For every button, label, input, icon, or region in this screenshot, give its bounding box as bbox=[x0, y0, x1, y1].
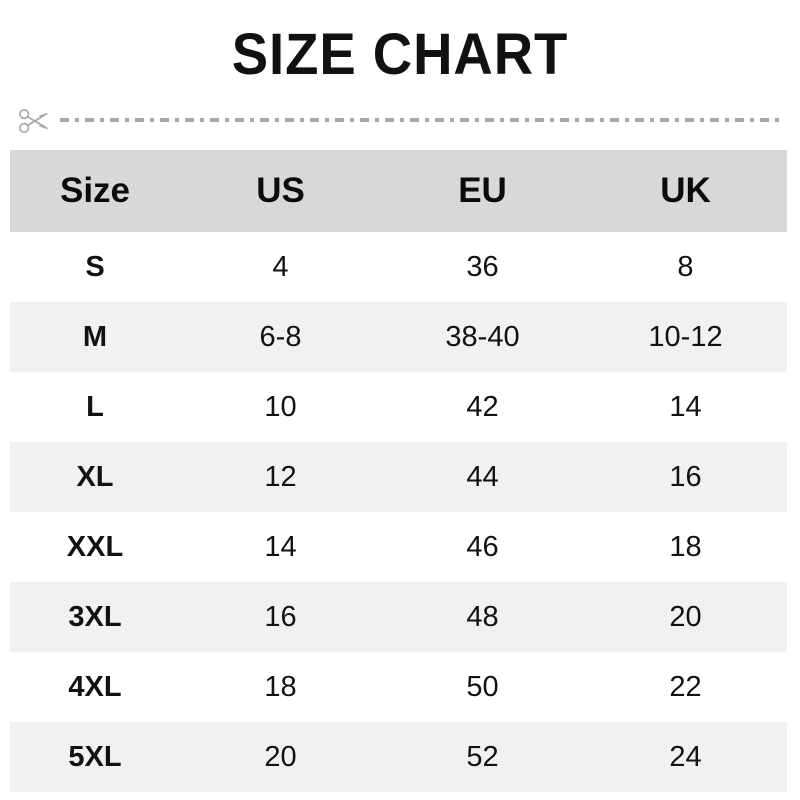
table-row: XXL 14 46 18 bbox=[10, 512, 787, 582]
table-header-row: Size US EU UK bbox=[10, 150, 787, 232]
cell-uk: 16 bbox=[669, 460, 702, 493]
column-header-size: Size bbox=[59, 171, 131, 210]
cell-size: XXL bbox=[66, 530, 124, 563]
table-row: 3XL 16 48 20 bbox=[10, 582, 787, 652]
table-row: S 4 36 8 bbox=[10, 232, 787, 302]
cell-size: S bbox=[85, 250, 105, 283]
cell-us: 10 bbox=[264, 390, 297, 423]
column-header-uk: UK bbox=[660, 171, 711, 210]
table-header: Size US EU UK bbox=[10, 150, 787, 232]
cell-size: L bbox=[86, 390, 104, 423]
cell-eu: 44 bbox=[466, 460, 499, 493]
table-row: L 10 42 14 bbox=[10, 372, 787, 442]
cell-uk: 18 bbox=[669, 530, 702, 563]
table-row: 5XL 20 52 24 bbox=[10, 722, 787, 792]
cell-uk: 8 bbox=[677, 250, 694, 283]
cell-eu: 48 bbox=[466, 600, 499, 633]
column-header-eu: EU bbox=[458, 171, 507, 210]
cell-uk: 10-12 bbox=[648, 320, 723, 353]
cell-us: 18 bbox=[264, 670, 297, 703]
cell-eu: 52 bbox=[466, 740, 499, 773]
cell-eu: 36 bbox=[466, 250, 499, 283]
cell-uk: 14 bbox=[669, 390, 702, 423]
cell-size: 4XL bbox=[68, 670, 122, 703]
cell-us: 4 bbox=[272, 250, 289, 283]
page-title: SIZE CHART bbox=[231, 22, 569, 87]
cell-eu: 38-40 bbox=[445, 320, 520, 353]
cell-us: 16 bbox=[264, 600, 297, 633]
cell-eu: 50 bbox=[466, 670, 499, 703]
size-chart-table: Size US EU UK S 4 36 8 M 6-8 38-40 10-12… bbox=[10, 150, 787, 792]
page-title-container: SIZE CHART bbox=[0, 24, 800, 86]
cell-us: 6-8 bbox=[259, 320, 302, 353]
table-body: S 4 36 8 M 6-8 38-40 10-12 L 10 42 14 XL… bbox=[10, 232, 787, 792]
table-row: 4XL 18 50 22 bbox=[10, 652, 787, 722]
cell-uk: 22 bbox=[669, 670, 702, 703]
dashed-rule bbox=[60, 118, 783, 122]
table-row: XL 12 44 16 bbox=[10, 442, 787, 512]
cell-us: 14 bbox=[264, 530, 297, 563]
cut-here-line bbox=[18, 104, 783, 138]
cell-size: 5XL bbox=[68, 740, 122, 773]
column-header-us: US bbox=[256, 171, 305, 210]
cell-eu: 46 bbox=[466, 530, 499, 563]
cell-size: 3XL bbox=[68, 600, 122, 633]
table-row: M 6-8 38-40 10-12 bbox=[10, 302, 787, 372]
cell-size: XL bbox=[76, 460, 114, 493]
scissors-icon bbox=[19, 108, 48, 134]
cell-size: M bbox=[82, 320, 108, 353]
cell-us: 20 bbox=[264, 740, 297, 773]
cell-us: 12 bbox=[264, 460, 297, 493]
cell-uk: 20 bbox=[669, 600, 702, 633]
cell-uk: 24 bbox=[669, 740, 702, 773]
cell-eu: 42 bbox=[466, 390, 499, 423]
